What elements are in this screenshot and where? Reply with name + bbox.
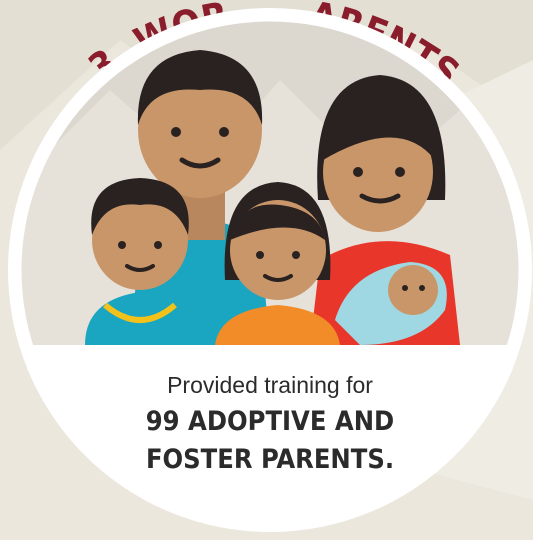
caption-headline: 99 ADOPTIVE AND	[146, 406, 394, 437]
caption-line: Provided training for	[167, 372, 373, 398]
caption-headline: FOSTER PARENTS.	[146, 444, 394, 475]
infographic: 3. WOR ARENTS	[0, 0, 533, 540]
page: 3. WOR ARENTS	[0, 0, 533, 540]
